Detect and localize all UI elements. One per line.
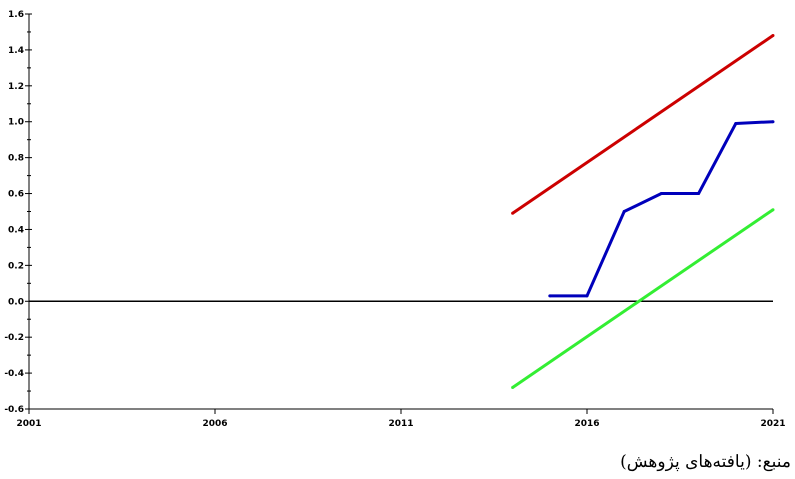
series-2-point — [548, 294, 552, 298]
y-tick-label: 0.8 — [8, 154, 24, 164]
x-tick-label: 2016 — [574, 419, 599, 429]
series-2-point — [585, 294, 589, 298]
series-line-2 — [549, 120, 774, 298]
series-1-point — [771, 34, 775, 38]
y-tick-label: 0.2 — [8, 261, 24, 271]
series-3-point — [771, 208, 775, 212]
series-2-point — [697, 192, 701, 196]
series-3-point — [511, 385, 515, 389]
series-2-point — [622, 210, 626, 213]
series-line-3 — [511, 208, 774, 389]
x-tick-label: 2021 — [760, 419, 785, 429]
y-tick-label: 1.2 — [8, 82, 24, 92]
y-tick-label: 1.4 — [8, 46, 24, 56]
y-tick-label: -0.4 — [4, 369, 24, 379]
series-2-point — [659, 192, 663, 196]
series-group — [511, 34, 775, 389]
x-tick-label: 2011 — [388, 419, 413, 429]
x-tick-label: 2006 — [202, 419, 227, 429]
series-2-point — [771, 120, 775, 124]
axes — [25, 13, 774, 414]
chart: -0.6 -0.4 -0.2 0.0 0.2 0.4 0.6 0.8 1.0 1.2 1.4 1.6 2… — [4, 10, 785, 429]
series-line-1 — [511, 34, 774, 215]
tick-labels: -0.6 -0.4 -0.2 0.0 0.2 0.4 0.6 0.8 1.0 1.2 1.4 1.6 2… — [4, 10, 785, 429]
y-tick-label: 0.0 — [8, 297, 24, 307]
y-tick-label: 0.6 — [8, 190, 24, 200]
source-note: منبع: (یافته‌های پژوهش) — [620, 452, 791, 472]
x-tick-label: 2001 — [16, 419, 41, 429]
y-tick-label: 1.6 — [8, 10, 24, 20]
series-2-point — [734, 122, 738, 126]
y-tick-label: -0.6 — [4, 405, 24, 415]
series-1-point — [511, 211, 515, 215]
y-tick-label: 0.4 — [8, 225, 24, 235]
y-tick-label: 1.0 — [8, 118, 24, 128]
y-tick-label: -0.2 — [4, 333, 24, 343]
